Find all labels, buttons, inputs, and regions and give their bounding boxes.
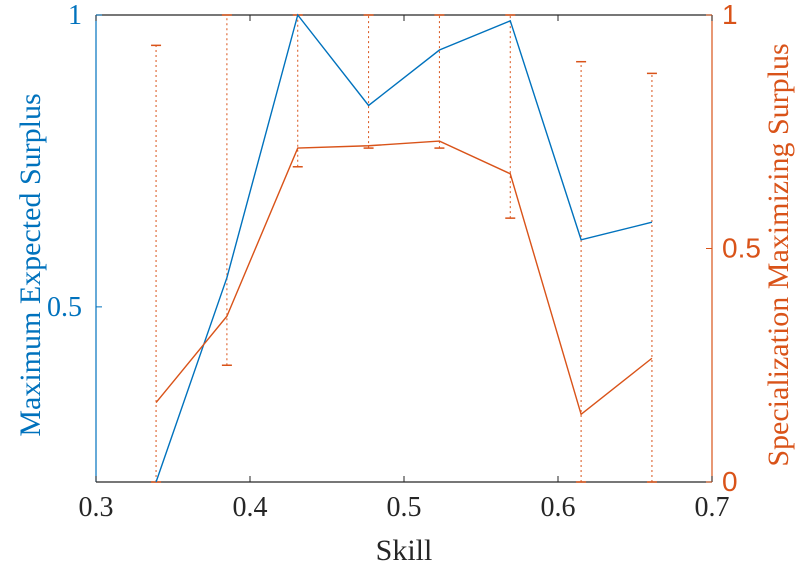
x-axis-label: Skill: [376, 534, 433, 564]
axes: [96, 15, 712, 482]
x-tick-label: 0.6: [541, 492, 576, 523]
series-lines: [156, 15, 652, 482]
y-axis-right-label: Specialization Maximizing Surplus: [762, 43, 795, 466]
y-right-tick-label: 0.5: [722, 233, 761, 264]
y-right-tick-label: 1: [722, 0, 738, 30]
x-tick-label: 0.5: [387, 492, 422, 523]
y-right-tick-label: 0: [722, 466, 738, 497]
y-left-tick-label: 0.5: [47, 292, 82, 323]
specialization-line: [156, 141, 652, 414]
x-tick-label: 0.3: [79, 492, 114, 523]
x-tick-label: 0.4: [233, 492, 268, 523]
expected-surplus-line: [156, 15, 652, 482]
y-left-tick-label: 1: [68, 0, 82, 31]
y-axis-left-label: Maximum Expected Surplus: [14, 93, 47, 436]
